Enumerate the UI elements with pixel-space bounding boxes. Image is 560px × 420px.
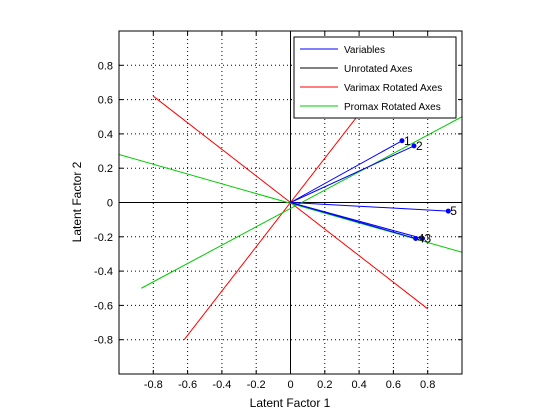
variable-vector-5 <box>290 202 449 212</box>
legend-entry: Variables <box>344 45 385 56</box>
variable-vector-2 <box>290 145 415 203</box>
variable-label-5: 5 <box>450 204 457 218</box>
legend-box <box>293 36 457 119</box>
legend-entry: Promax Rotated Axes <box>344 102 441 113</box>
y-tick-label: -0.6 <box>94 300 113 312</box>
y-tick-label: -0.8 <box>94 335 113 347</box>
x-tick-label: 0.8 <box>420 379 435 391</box>
variable-label-1: 1 <box>404 134 411 148</box>
x-tick-label: 0.2 <box>317 379 332 391</box>
y-tick-label: 0.8 <box>98 60 113 72</box>
y-tick-label: 0.4 <box>98 129 113 141</box>
x-tick-label: 0.4 <box>351 379 366 391</box>
ticks-layer: -0.8 -0.6 -0.4 -0.2 0 0.2 0.4 0.6 0.8 -0.8 -0.6 -0.… <box>94 31 462 391</box>
variable-vector-1 <box>290 140 403 203</box>
variable-label-3: 3 <box>425 232 432 246</box>
y-axis-label: Latent Factor 2 <box>70 161 84 242</box>
legend-entry: Varimax Rotated Axes <box>344 83 442 94</box>
x-tick-label: 0 <box>287 379 293 391</box>
x-tick-label: 0.6 <box>386 379 401 391</box>
y-tick-label: -0.4 <box>94 266 113 278</box>
legend: Variables Unrotated Axes Varimax Rotated A… <box>293 36 457 119</box>
variable-label-4: 4 <box>418 232 425 246</box>
y-tick-label: 0.6 <box>98 95 113 107</box>
variable-vector-4 <box>290 202 416 239</box>
variable-point-1 <box>399 138 405 144</box>
x-tick-label: -0.6 <box>178 379 197 391</box>
variable-vectors-layer: 1 2 34 5 <box>290 134 457 246</box>
variable-point-4 <box>413 236 419 242</box>
x-tick-label: -0.4 <box>212 379 231 391</box>
legend-entry: Unrotated Axes <box>344 64 412 75</box>
promax-rotated-axes-line <box>141 116 462 289</box>
variable-point-2 <box>411 143 417 149</box>
x-tick-label: -0.8 <box>144 379 163 391</box>
y-tick-label: 0 <box>107 198 113 210</box>
promax-rotated-axes-line <box>119 153 462 253</box>
y-tick-label: -0.2 <box>94 232 113 244</box>
x-tick-label: -0.2 <box>247 379 266 391</box>
y-tick-label: 0.2 <box>98 163 113 175</box>
variable-label-2: 2 <box>416 139 423 153</box>
x-axis-label: Latent Factor 1 <box>250 396 331 410</box>
variable-point-3 <box>420 236 426 242</box>
variable-point-5 <box>445 208 451 214</box>
